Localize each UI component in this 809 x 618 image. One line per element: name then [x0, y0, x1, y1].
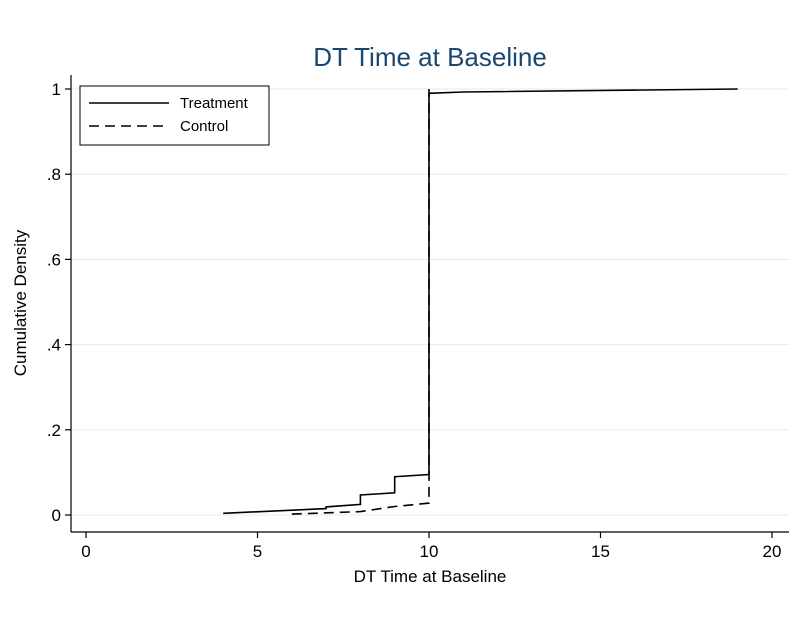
legend-box — [79, 85, 270, 146]
y-tick-label: 1 — [52, 80, 61, 99]
y-tick-label: .8 — [47, 165, 61, 184]
x-axis-label: DT Time at Baseline — [354, 567, 507, 586]
x-tick-label: 15 — [591, 542, 610, 561]
series-line-control — [291, 89, 430, 515]
y-tick-label: .2 — [47, 421, 61, 440]
series-lines — [223, 88, 738, 515]
x-tick-label: 20 — [763, 542, 782, 561]
y-tick-label: .4 — [47, 336, 61, 355]
y-axis-label: Cumulative Density — [11, 229, 30, 376]
y-tick-label: 0 — [52, 506, 61, 525]
legend-label-control: Control — [180, 118, 228, 135]
axis-ticks: 0.2.4.6.810 5 10 15 20 — [47, 80, 782, 561]
series-line-treatment — [223, 88, 738, 515]
x-tick-label: 0 — [81, 542, 90, 561]
legend-label-treatment: Treatment — [180, 95, 249, 112]
legend: Treatment Control — [79, 85, 270, 146]
chart-title: DT Time at Baseline — [313, 42, 547, 72]
y-tick-label: .6 — [47, 250, 61, 269]
x-tick-label: 10 — [420, 542, 439, 561]
x-tick-label: 5 — [253, 542, 262, 561]
